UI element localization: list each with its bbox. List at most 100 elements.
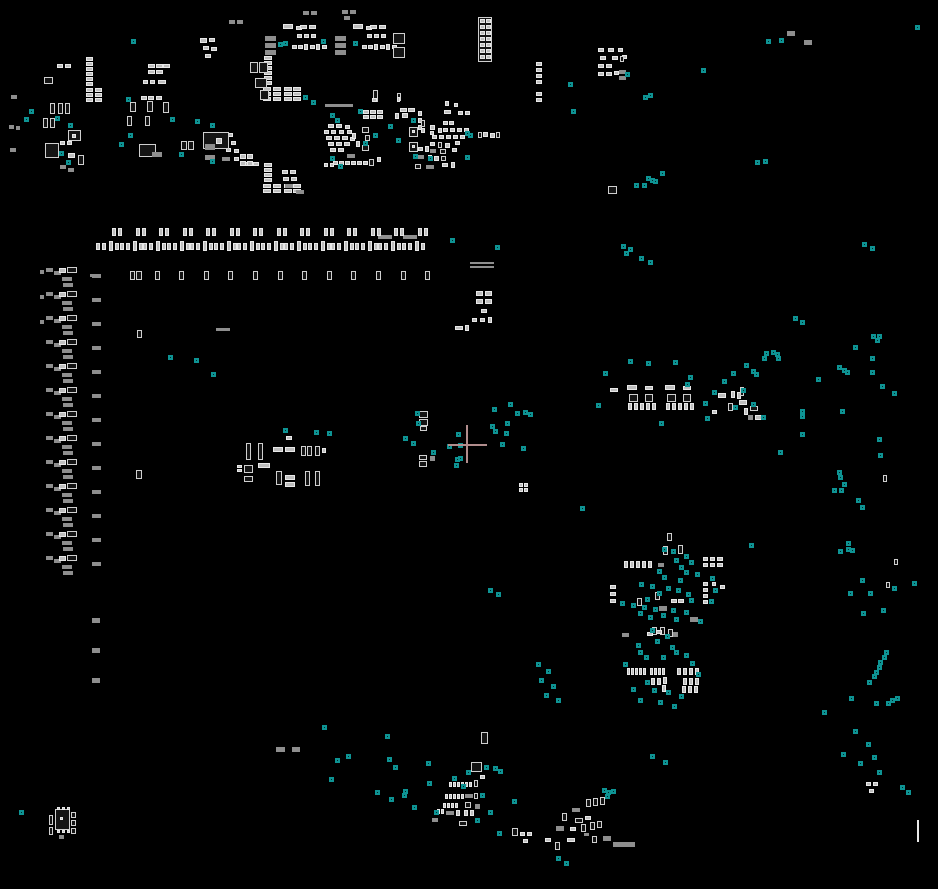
smd-pad[interactable] (148, 96, 154, 100)
component-outline[interactable] (67, 483, 77, 489)
via[interactable] (497, 831, 502, 836)
via[interactable] (853, 345, 858, 350)
component-outline[interactable] (327, 271, 332, 280)
via[interactable] (650, 584, 655, 589)
via[interactable] (837, 365, 842, 370)
smd-pad[interactable] (363, 110, 369, 114)
via[interactable] (211, 372, 216, 377)
via[interactable] (358, 109, 363, 114)
component-outline[interactable] (474, 780, 478, 787)
smd-pad[interactable] (173, 243, 177, 250)
smd-pad[interactable] (610, 592, 616, 596)
smd-pad[interactable] (442, 163, 448, 167)
via[interactable] (452, 776, 457, 781)
smd-pad[interactable] (324, 228, 328, 236)
component-body[interactable] (46, 292, 53, 296)
via[interactable] (793, 316, 798, 321)
via[interactable] (353, 41, 358, 46)
component-body[interactable] (342, 10, 348, 14)
component-body[interactable] (430, 149, 436, 153)
smd-pad[interactable] (120, 243, 124, 250)
via[interactable] (878, 660, 883, 665)
via[interactable] (701, 68, 706, 73)
smd-pad[interactable] (259, 228, 263, 236)
smd-pad[interactable] (209, 243, 213, 250)
smd-pad[interactable] (480, 25, 485, 29)
smd-pad[interactable] (451, 162, 455, 168)
smd-pad[interactable] (59, 556, 66, 561)
component-outline[interactable] (459, 821, 467, 826)
component-body[interactable] (613, 842, 624, 847)
via[interactable] (634, 183, 639, 188)
smd-pad[interactable] (445, 143, 450, 148)
component-body[interactable] (62, 373, 72, 377)
component-outline[interactable] (49, 827, 53, 835)
component-outline[interactable] (130, 271, 135, 280)
smd-pad[interactable] (148, 70, 155, 74)
via[interactable] (427, 781, 432, 786)
via[interactable] (800, 432, 805, 437)
component-body[interactable] (92, 274, 101, 278)
smd-pad[interactable] (57, 807, 60, 810)
smd-pad[interactable] (331, 243, 335, 250)
smd-pad[interactable] (337, 243, 341, 250)
component-outline[interactable] (465, 802, 471, 808)
smd-pad[interactable] (656, 630, 662, 634)
component-body[interactable] (9, 125, 14, 129)
component-outline[interactable] (441, 156, 446, 161)
via[interactable] (415, 411, 420, 416)
via[interactable] (650, 754, 655, 759)
component-body[interactable] (40, 320, 44, 324)
component-outline[interactable] (136, 271, 142, 280)
component-outline[interactable] (130, 102, 136, 112)
component-outline[interactable] (562, 813, 567, 821)
component-outline[interactable] (496, 132, 500, 138)
smd-pad[interactable] (370, 25, 377, 29)
smd-pad[interactable] (112, 228, 116, 236)
smd-pad[interactable] (243, 243, 247, 250)
smd-pad[interactable] (694, 686, 698, 693)
smd-pad[interactable] (418, 125, 422, 130)
smd-pad[interactable] (391, 241, 395, 251)
via[interactable] (665, 634, 670, 639)
smd-pad[interactable] (156, 64, 163, 68)
via[interactable] (330, 156, 335, 161)
component-body[interactable] (46, 436, 53, 440)
smd-pad[interactable] (703, 594, 708, 598)
via[interactable] (493, 766, 498, 771)
smd-pad[interactable] (524, 483, 528, 487)
component-body[interactable] (63, 355, 73, 359)
smd-pad[interactable] (418, 228, 422, 236)
via[interactable] (402, 793, 407, 798)
smd-pad[interactable] (143, 80, 148, 84)
smd-pad[interactable] (662, 685, 666, 692)
component-outline[interactable] (581, 824, 586, 832)
component-outline[interactable] (586, 799, 591, 807)
via[interactable] (892, 586, 897, 591)
smd-pad[interactable] (250, 241, 254, 251)
component-outline[interactable] (67, 315, 77, 321)
smd-pad[interactable] (59, 532, 66, 537)
smd-pad[interactable] (86, 77, 93, 81)
via[interactable] (751, 402, 756, 407)
smd-pad[interactable] (683, 678, 687, 685)
via[interactable] (311, 100, 316, 105)
smd-pad[interactable] (304, 34, 309, 38)
component-body[interactable] (418, 155, 424, 159)
component-outline[interactable] (155, 271, 160, 280)
via[interactable] (643, 95, 648, 100)
smd-pad[interactable] (624, 561, 628, 568)
component-body[interactable] (658, 563, 664, 567)
via[interactable] (881, 608, 886, 613)
smd-pad[interactable] (216, 138, 222, 144)
via[interactable] (631, 687, 636, 692)
smd-pad[interactable] (606, 64, 612, 68)
component-body[interactable] (46, 508, 53, 512)
component-body[interactable] (92, 562, 101, 566)
via[interactable] (822, 710, 827, 715)
component-body[interactable] (92, 346, 101, 350)
smd-pad[interactable] (445, 101, 449, 106)
smd-pad[interactable] (236, 228, 240, 236)
component-body[interactable] (92, 466, 101, 470)
via[interactable] (722, 379, 727, 384)
